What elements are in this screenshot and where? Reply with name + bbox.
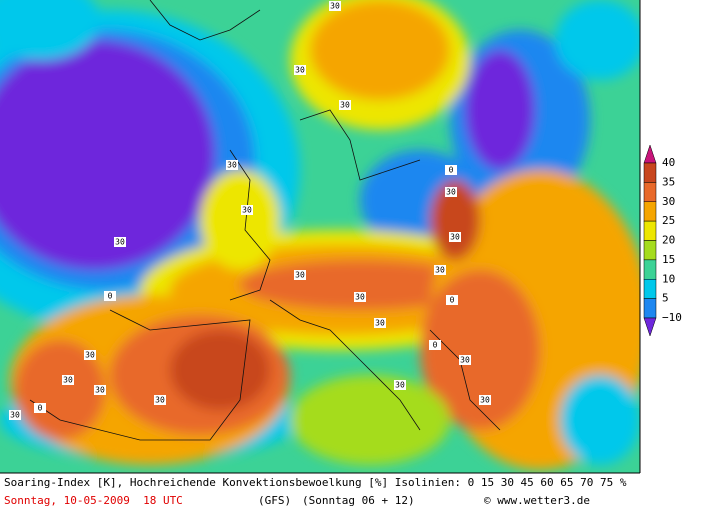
isoline-label-box: [339, 100, 351, 110]
colorbar-label: 10: [662, 272, 675, 285]
isoline-label-box: [429, 340, 441, 350]
isoline-label-box: [241, 205, 253, 215]
isoline-label: 30: [115, 238, 125, 247]
colorbar-label: 40: [662, 156, 675, 169]
isoline-label: 30: [295, 271, 305, 280]
colorbar: 40 35 30 25 20 15 10 5 −10: [643, 144, 682, 337]
isoline-label: 30: [340, 101, 350, 110]
colorbar-segment: [643, 144, 657, 164]
isoline-label: 30: [330, 2, 340, 11]
isoline-label: 30: [95, 386, 105, 395]
footer-credit: © www.wetter3.de: [484, 494, 590, 507]
colorbar-label: 35: [662, 175, 675, 188]
isoline-label: 30: [450, 233, 460, 242]
footer-run: (Sonntag 06 + 12): [302, 494, 415, 507]
colorbar-label: 30: [662, 195, 675, 208]
isoline-label: 0: [38, 404, 43, 413]
isoline-label-box: [394, 380, 406, 390]
isoline-label: 30: [375, 319, 385, 328]
colorbar-segment: [643, 240, 657, 261]
isoline-label: 0: [449, 166, 454, 175]
isoline-label: 30: [395, 381, 405, 390]
isoline-label: 0: [450, 296, 455, 305]
isoline-label: 30: [460, 356, 470, 365]
colorbar-segment: [643, 162, 657, 183]
colorbar-segment: [643, 220, 657, 241]
isoline-label-box: [445, 187, 457, 197]
colorbar-segment: [643, 317, 657, 337]
isoline-label: 30: [10, 411, 20, 420]
isoline-label-box: [446, 295, 458, 305]
colorbar-segment: [643, 182, 657, 202]
isoline-label-box: [9, 410, 21, 420]
colorbar-segment: [643, 279, 657, 299]
isoline-label: 30: [227, 161, 237, 170]
isoline-label-box: [114, 237, 126, 247]
isoline-labels: 30 30 30 30 30 0 30 30 30 0 30 30 30 30 0 30 30 30 0 30 30 30…: [9, 1, 491, 420]
isoline-label-box: [62, 375, 74, 385]
colorbar-segment: [643, 201, 657, 222]
isoline-label-box: [294, 270, 306, 280]
isoline-label: 30: [446, 188, 456, 197]
isoline-label-box: [329, 1, 341, 11]
map-field: 30 30 30 30 30 0 30 30 30 0 30 30 30 30 0 30 30 30 0 30 30 30…: [0, 0, 640, 473]
isoline-label-box: [354, 292, 366, 302]
isoline-label-box: [479, 395, 491, 405]
isoline-label: 30: [63, 376, 73, 385]
isoline-label-box: [104, 291, 116, 301]
footer-date: Sonntag, 10-05-2009 18 UTC: [4, 494, 183, 507]
isoline-label: 0: [433, 341, 438, 350]
colorbar-segment: [643, 259, 657, 280]
isoline-label-box: [459, 355, 471, 365]
isoline-label-box: [449, 232, 461, 242]
isoline-label: 30: [355, 293, 365, 302]
isoline-label-box: [434, 265, 446, 275]
footer-description: Soaring-Index [K], Hochreichende Konvekt…: [4, 476, 627, 489]
colorbar-label: 20: [662, 234, 675, 247]
isoline-label: 30: [435, 266, 445, 275]
isoline-label-box: [94, 385, 106, 395]
isoline-label: 30: [480, 396, 490, 405]
isoline-label: 30: [295, 66, 305, 75]
coastlines: [29, 0, 501, 441]
isoline-label-box: [226, 160, 238, 170]
isoline-label-box: [374, 318, 386, 328]
isoline-label-box: [34, 403, 46, 413]
isoline-label-box: [154, 395, 166, 405]
isoline-label: 30: [85, 351, 95, 360]
colorbar-label: 5: [662, 292, 669, 305]
isoline-label-box: [445, 165, 457, 175]
isoline-label: 0: [108, 292, 113, 301]
colorbar-label: −10: [662, 311, 682, 324]
footer-model: (GFS): [258, 494, 291, 507]
colorbar-segment: [643, 298, 657, 319]
isoline-label: 30: [155, 396, 165, 405]
colorbar-label: 15: [662, 253, 675, 266]
isoline-label-box: [294, 65, 306, 75]
isoline-label-box: [84, 350, 96, 360]
isoline-label: 30: [242, 206, 252, 215]
colorbar-label: 25: [662, 214, 675, 227]
